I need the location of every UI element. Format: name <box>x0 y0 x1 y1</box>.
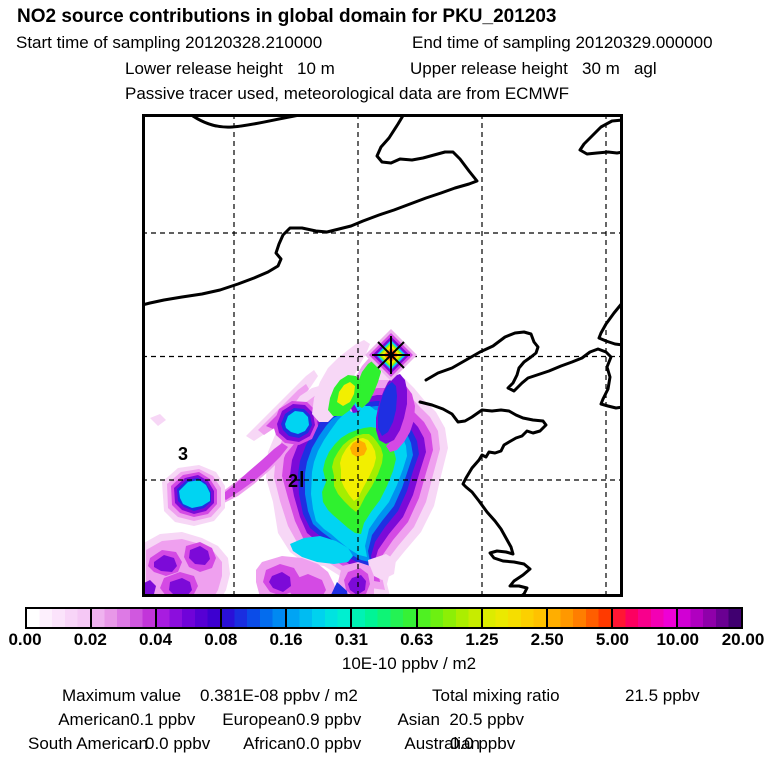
colorbar-tick-label: 0.02 <box>73 630 107 649</box>
colorbar <box>25 607 743 629</box>
coastline <box>578 118 623 156</box>
contribution-european-label: European <box>222 710 296 729</box>
plume-contour <box>269 572 291 592</box>
contribution-american-label: American <box>58 710 130 729</box>
contribution-european-value: 0.9 ppbv <box>296 710 362 729</box>
plume-contour <box>246 370 318 441</box>
plume-contours <box>142 340 448 597</box>
coastline <box>424 330 623 410</box>
colorbar-segment <box>90 609 156 627</box>
sampling-end-text: End time of sampling 20120329.000000 <box>412 33 713 52</box>
contribution-south-american-value: 0.0 ppbv <box>145 734 211 753</box>
colorbar-tick-label: 2.50 <box>530 630 564 649</box>
page-title: NO2 source contributions in global domai… <box>17 6 557 27</box>
contribution-australian-value: 0.0 ppbv <box>450 734 516 753</box>
total-mixing-ratio-value: 21.5 ppbv <box>625 686 700 705</box>
map-label-3: 3 <box>178 444 188 464</box>
coastlines <box>142 114 623 597</box>
colorbar-segment <box>220 609 286 627</box>
colorbar-tick-label: 1.25 <box>465 630 499 649</box>
colorbar-tick-label: 5.00 <box>595 630 629 649</box>
contribution-american-value: 0.1 ppbv <box>130 710 196 729</box>
plume-contour <box>285 411 309 434</box>
colorbar-tick-label: 0.16 <box>269 630 303 649</box>
maximum-value-label: Maximum value <box>62 686 182 705</box>
plume-contour <box>330 582 348 597</box>
coastline <box>142 114 479 307</box>
upper-release-height-text: Upper release height 30 m agl <box>410 59 657 78</box>
plume-contour <box>220 443 288 500</box>
sampling-start-text: Start time of sampling 20120328.210000 <box>16 33 323 52</box>
plume-contour <box>337 382 355 406</box>
contribution-asian-label: Asian <box>397 710 440 729</box>
map-label-tick <box>300 471 303 487</box>
colorbar-tick-label: 0.31 <box>334 630 368 649</box>
contribution-african-label: African <box>243 734 296 753</box>
colorbar-units: 10E-10 ppbv / m2 <box>341 654 477 673</box>
colorbar-tick-label: 0.63 <box>400 630 434 649</box>
plume-contour <box>386 386 415 452</box>
colorbar-segment <box>285 609 351 627</box>
site-labels: 3 2 <box>178 444 303 491</box>
plume-contour <box>290 536 353 564</box>
coastline <box>188 114 307 129</box>
lower-release-height-text: Lower release height 10 m <box>125 59 335 78</box>
plume-contour <box>356 359 381 408</box>
plume-contour <box>150 414 166 426</box>
coastline <box>418 400 548 597</box>
tracer-info-text: Passive tracer used, meteorological data… <box>125 84 570 103</box>
plume-contour <box>142 580 156 597</box>
colorbar-segment <box>675 609 742 627</box>
plume-contour <box>378 382 397 436</box>
contribution-australian-label: Australian <box>404 734 480 753</box>
plume-contour <box>154 555 177 572</box>
colorbar-segment <box>480 609 546 627</box>
colorbar-tick-label: 0.00 <box>8 630 42 649</box>
colorbar-tick-label: 20.00 <box>721 630 765 649</box>
colorbar-tick-label: 0.08 <box>204 630 238 649</box>
colorbar-segment <box>415 609 481 627</box>
concentration-map: 3 2 <box>142 114 623 597</box>
plume-contour <box>288 574 326 597</box>
colorbar-tick-labels: 0.00 0.02 0.04 0.08 0.16 0.31 0.63 1.25 2.50 5.00… <box>8 630 764 650</box>
colorbar-segment <box>350 609 416 627</box>
release-marker <box>365 329 417 381</box>
plume-contour <box>179 480 210 508</box>
map-canvas: 3 2 <box>142 114 623 597</box>
maximum-value: 0.381E-08 ppbv / m2 <box>200 686 358 705</box>
plume-contour <box>169 578 192 596</box>
colorbar-segment <box>610 609 676 627</box>
colorbar-tick-label: 10.00 <box>656 630 699 649</box>
plume-contour <box>189 546 210 565</box>
map-label-2: 2 <box>288 471 298 491</box>
total-mixing-ratio-label: Total mixing ratio <box>432 686 560 705</box>
gridlines <box>142 114 623 597</box>
contribution-asian-value: 20.5 ppbv <box>449 710 524 729</box>
colorbar-tick-label: 0.04 <box>138 630 173 649</box>
coastline <box>597 300 623 347</box>
colorbar-segment <box>27 609 91 627</box>
plume-contour <box>348 575 366 595</box>
contribution-south-american-label: South American <box>28 734 149 753</box>
colorbar-segment <box>545 609 611 627</box>
asterisk-icon <box>372 336 410 374</box>
contribution-african-value: 0.0 ppbv <box>296 734 362 753</box>
map-frame <box>142 114 623 597</box>
colorbar-segment <box>155 609 221 627</box>
plume-contour <box>368 554 396 580</box>
